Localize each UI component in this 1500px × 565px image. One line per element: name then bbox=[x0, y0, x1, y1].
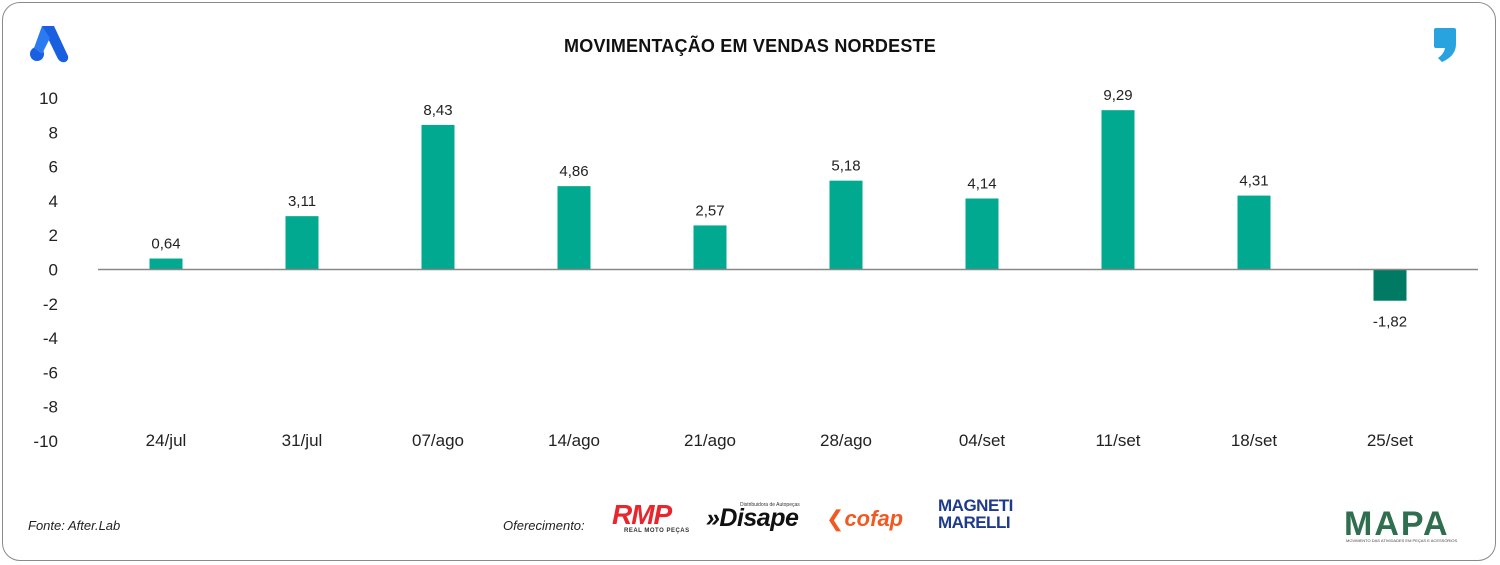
y-tick-label: -2 bbox=[43, 295, 58, 314]
data-label: 5,18 bbox=[831, 158, 860, 175]
cofap-logo-text: cofap bbox=[844, 506, 904, 531]
y-tick-label: 8 bbox=[49, 123, 58, 142]
x-tick-label: 21/ago bbox=[684, 431, 736, 450]
bar bbox=[285, 216, 319, 270]
disape-logo: »Disape bbox=[706, 504, 799, 532]
bar bbox=[693, 225, 727, 270]
bar bbox=[149, 258, 183, 270]
data-label: 9,29 bbox=[1103, 87, 1132, 104]
y-tick-label: 2 bbox=[49, 226, 58, 245]
rmp-logo-text: RMP bbox=[612, 499, 672, 530]
chart-title: MOVIMENTAÇÃO EM VENDAS NORDESTE bbox=[564, 36, 936, 56]
x-tick-label: 18/set bbox=[1231, 431, 1278, 450]
x-tick-label: 31/jul bbox=[282, 431, 323, 450]
disape-logo-subtitle: Distribuidora de Autopeças bbox=[740, 502, 800, 508]
data-label: 8,43 bbox=[423, 102, 452, 119]
y-tick-label: 10 bbox=[39, 89, 58, 108]
magneti-logo-line2: MARELLI bbox=[938, 513, 1011, 532]
cofap-chevron-icon: ❮ bbox=[826, 506, 845, 531]
rmp-logo-subtitle: REAL MOTO PEÇAS bbox=[624, 528, 690, 534]
magneti-marelli-logo: MAGNETI MARELLI bbox=[938, 497, 1013, 531]
bar bbox=[829, 180, 863, 270]
x-tick-label: 28/ago bbox=[820, 431, 872, 450]
data-label: 4,31 bbox=[1239, 173, 1268, 190]
x-tick-label: 04/set bbox=[959, 431, 1006, 450]
x-tick-label: 24/jul bbox=[146, 431, 187, 450]
source-note: Fonte: After.Lab bbox=[28, 518, 121, 533]
sponsor-label: Oferecimento: bbox=[503, 518, 585, 533]
bar bbox=[557, 186, 591, 270]
data-label: 4,86 bbox=[559, 163, 588, 180]
y-tick-label: -8 bbox=[43, 398, 58, 417]
y-tick-label: -4 bbox=[43, 329, 58, 348]
after-lab-logo-icon bbox=[30, 26, 69, 63]
y-tick-label: -6 bbox=[43, 363, 58, 382]
mapa-logo-subtitle: MOVIMENTO DAS ATIVIDADES EM PEÇAS E ACES… bbox=[1346, 538, 1458, 543]
x-tick-label: 07/ago bbox=[412, 431, 464, 450]
data-label: -1,82 bbox=[1373, 314, 1407, 331]
x-tick-label: 14/ago bbox=[548, 431, 600, 450]
comma-logo-icon bbox=[1434, 28, 1456, 62]
y-tick-label: 6 bbox=[49, 158, 58, 177]
mapa-logo: MAPA MOVIMENTO DAS ATIVIDADES EM PEÇAS E… bbox=[1344, 505, 1458, 543]
data-label: 0,64 bbox=[151, 236, 180, 253]
bar bbox=[965, 198, 999, 270]
data-label: 2,57 bbox=[695, 202, 724, 219]
y-tick-label: 0 bbox=[49, 261, 58, 280]
mapa-logo-text: MAPA bbox=[1344, 505, 1450, 543]
bar bbox=[1237, 195, 1271, 270]
rmp-logo: RMP REAL MOTO PEÇAS bbox=[612, 499, 692, 538]
data-label: 3,11 bbox=[288, 193, 316, 210]
bar bbox=[1373, 269, 1407, 301]
y-tick-label: 4 bbox=[49, 192, 58, 211]
x-tick-label: 25/set bbox=[1367, 431, 1414, 450]
cofap-logo: ❮cofap bbox=[826, 506, 903, 532]
y-tick-label: -10 bbox=[33, 432, 58, 451]
x-tick-label: 11/set bbox=[1095, 431, 1140, 450]
magneti-logo-line1: MAGNETI bbox=[938, 496, 1013, 515]
bar bbox=[421, 124, 455, 270]
data-label: 4,14 bbox=[967, 175, 996, 192]
bar bbox=[1101, 110, 1135, 270]
